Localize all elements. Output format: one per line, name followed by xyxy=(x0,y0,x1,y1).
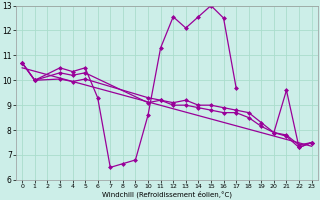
X-axis label: Windchill (Refroidissement éolien,°C): Windchill (Refroidissement éolien,°C) xyxy=(102,190,232,198)
